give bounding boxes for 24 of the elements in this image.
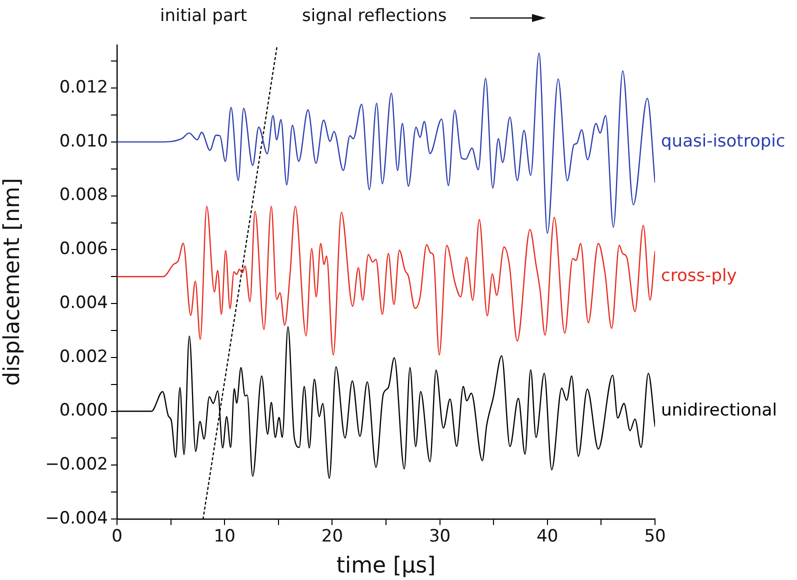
x-tick-label: 50 xyxy=(644,526,666,547)
text: signal reflections xyxy=(302,6,447,26)
x-tick-label: 30 xyxy=(428,526,451,547)
y-tick-label: 0.002 xyxy=(59,346,108,367)
x-tick-label: 0 xyxy=(112,526,122,547)
y-tick-label: 0.004 xyxy=(59,292,108,313)
series-label: unidirectional xyxy=(661,400,777,421)
y-tick-label: 0.010 xyxy=(59,131,108,152)
y-tick-label: −0.004 xyxy=(45,508,108,528)
y-axis-title: displacement [nm] xyxy=(0,178,25,386)
x-tick-label: 40 xyxy=(536,526,558,547)
series-label: quasi-isotropic xyxy=(661,131,786,152)
y-tick-label: −0.002 xyxy=(45,454,108,475)
y-tick-label: 0.008 xyxy=(59,185,108,206)
y-tick-label: 0.012 xyxy=(59,78,108,98)
y-tick-label: 0.000 xyxy=(59,400,108,421)
line-series xyxy=(117,52,655,234)
series-label: cross-ply xyxy=(661,266,737,286)
y-tick-label: 0.006 xyxy=(59,239,108,260)
text: initial part xyxy=(160,6,248,26)
x-axis-title: time [µs] xyxy=(336,554,436,579)
x-tick-label: 20 xyxy=(321,526,344,547)
x-tick-label: 10 xyxy=(214,526,236,547)
line-series xyxy=(117,206,655,356)
